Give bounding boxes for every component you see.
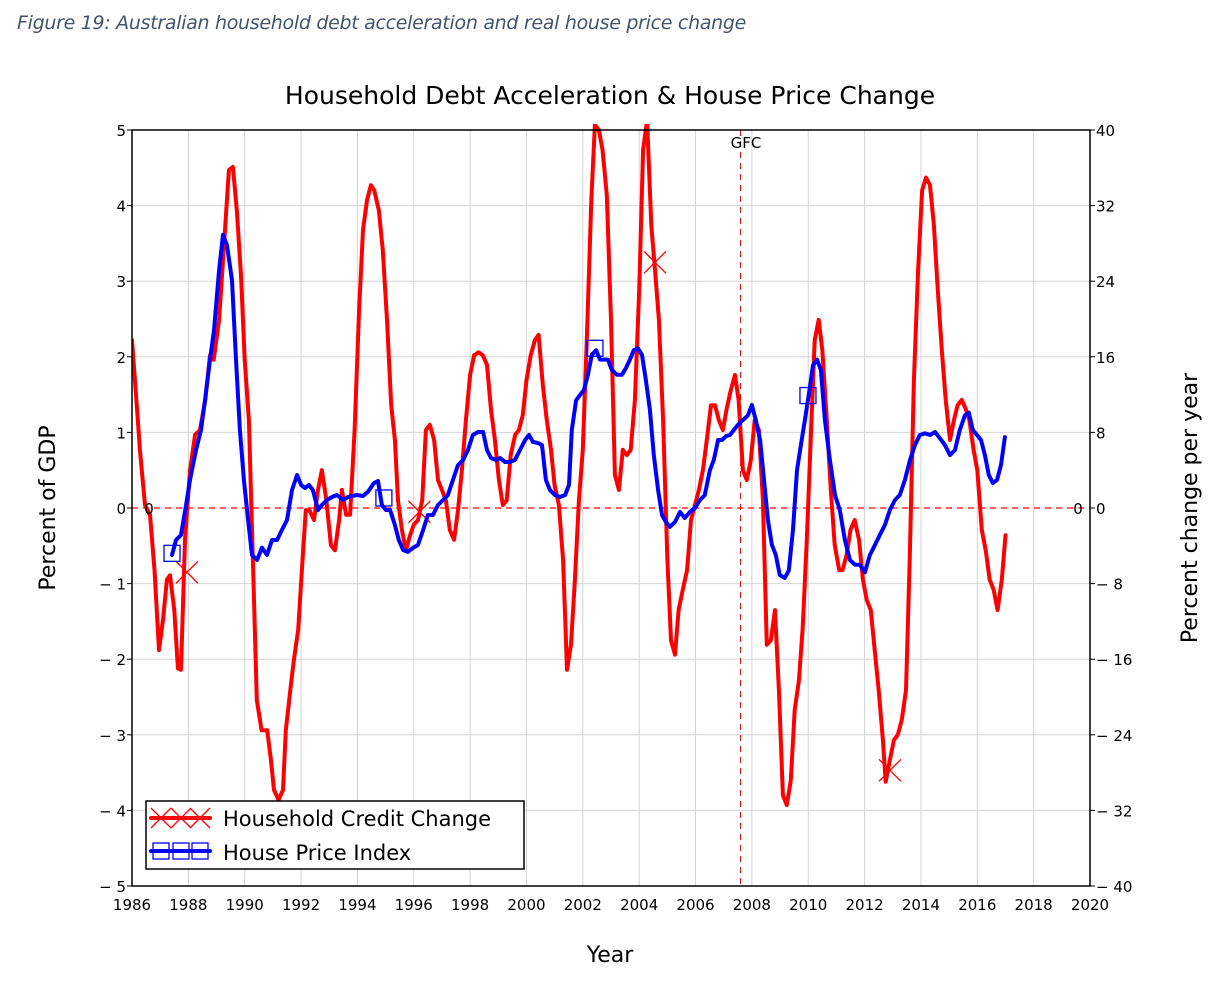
y2-tick-label: 16	[1096, 349, 1115, 367]
reference-lines	[132, 130, 1090, 886]
x-tick-label: 1992	[282, 896, 320, 914]
figure-caption: Figure 19: Australian household debt acc…	[17, 12, 747, 34]
y2-tick-label: 40	[1096, 122, 1115, 140]
square-marker	[375, 489, 393, 507]
y-tick-label: − 2	[99, 651, 126, 669]
x-marker	[643, 250, 667, 274]
x-tick-label: 2018	[1015, 896, 1053, 914]
series-line-house-price-index	[170, 232, 1007, 580]
y2-tick-label: − 40	[1096, 878, 1132, 896]
y-tick-label: 4	[116, 198, 126, 216]
x-tick-label: 1988	[169, 896, 207, 914]
chart-title: Household Debt Acceleration & House Pric…	[285, 81, 935, 110]
square-marker	[586, 339, 604, 357]
zero-label-left: 0	[144, 500, 154, 518]
legend-x-marker	[170, 807, 192, 829]
y-tick-label: 0	[116, 500, 126, 518]
y2-axis-label: Percent change per year	[1178, 372, 1203, 643]
x-tick-label: 1990	[226, 896, 264, 914]
x-tick-label: 2006	[676, 896, 714, 914]
legend-swatch-household-credit	[149, 807, 212, 829]
square-marker	[163, 544, 181, 563]
y2-tick-label: − 32	[1096, 802, 1132, 820]
x-marker	[175, 560, 199, 584]
square-marker	[799, 386, 817, 405]
y-tick-label: − 3	[99, 727, 126, 745]
legend-square-marker	[172, 842, 190, 860]
series-line-household-credit-change	[132, 124, 1008, 808]
x-tick-label: 1986	[113, 896, 151, 914]
x-tick-label: 2016	[958, 896, 996, 914]
y-tick-label: 5	[116, 122, 126, 140]
legend-swatch-house-price	[149, 842, 212, 860]
series-layer	[132, 124, 1008, 808]
y-tick-label: − 1	[99, 576, 126, 594]
y2-tick-label: 0	[1096, 500, 1106, 518]
y2-tick-label: − 24	[1096, 727, 1132, 745]
y2-tick-label: 8	[1096, 424, 1106, 442]
legend-x-marker	[150, 807, 172, 829]
x-tick-label: 2012	[845, 896, 883, 914]
x-tick-label: 1994	[338, 896, 376, 914]
x-tick-label: 2020	[1071, 896, 1109, 914]
legend-label-household-credit: Household Credit Change	[223, 807, 491, 831]
y2-tick-label: − 16	[1096, 651, 1132, 669]
legend-square-marker	[191, 842, 209, 860]
y-tick-label: 3	[116, 273, 126, 291]
y-tick-label: 1	[116, 424, 126, 442]
y-tick-label: − 5	[99, 878, 126, 896]
zero-label-right: 0	[1073, 500, 1083, 518]
legend: Household Credit Change House Price Inde…	[145, 800, 525, 870]
y-tick-label: 2	[116, 349, 126, 367]
y-axis-label: Percent of GDP	[36, 425, 61, 590]
x-tick-label: 2014	[902, 896, 940, 914]
x-tick-label: 2004	[620, 896, 658, 914]
legend-x-marker	[189, 807, 211, 829]
y-tick-label: − 4	[99, 802, 126, 820]
y2-tick-label: 32	[1096, 198, 1115, 216]
x-tick-label: 2010	[789, 896, 827, 914]
legend-label-house-price: House Price Index	[223, 841, 411, 865]
y2-tick-label: − 8	[1096, 576, 1123, 594]
legend-box	[145, 800, 525, 870]
gfc-annotation: GFC	[731, 134, 762, 152]
axis-ticks: 1986 1988 1990 1992 1994 1996 1998 2000 2002 2004…	[99, 122, 1132, 914]
legend-square-marker	[152, 842, 170, 860]
x-axis-label: Year	[586, 943, 635, 968]
y2-tick-label: 24	[1096, 273, 1115, 291]
x-tick-label: 2002	[564, 896, 602, 914]
x-tick-label: 2000	[507, 896, 545, 914]
x-tick-label: 1996	[395, 896, 433, 914]
x-tick-label: 1998	[451, 896, 489, 914]
x-marker	[878, 758, 902, 782]
x-tick-label: 2008	[733, 896, 771, 914]
